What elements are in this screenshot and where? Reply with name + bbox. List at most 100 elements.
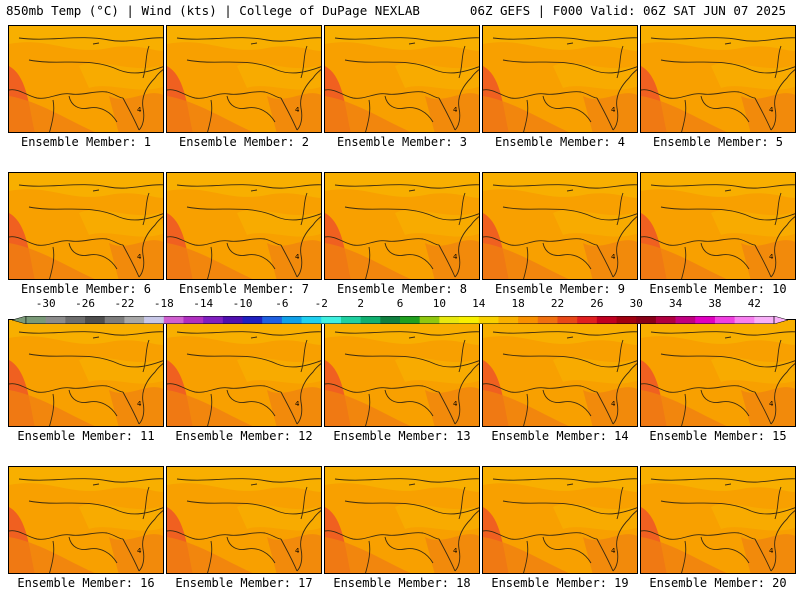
colorbar-left-arrow	[11, 315, 27, 325]
map-panel-member-4: 4	[482, 25, 638, 133]
colorbar-segment	[222, 316, 243, 324]
colorbar-segment	[400, 316, 420, 324]
map-panel-member-12: 4	[166, 319, 322, 427]
colorbar-tick-label: 18	[511, 297, 525, 310]
colorbar-segment	[262, 316, 283, 324]
colorbar-tick-label: -10	[232, 297, 253, 310]
colorbar-tick-label: -30	[35, 297, 56, 310]
svg-text:4: 4	[453, 400, 458, 408]
colorbar-tick-label: -26	[75, 297, 95, 310]
ensemble-member-label: Ensemble Member: 14	[491, 429, 629, 443]
svg-text:4: 4	[453, 547, 458, 555]
colorbar-segment	[478, 316, 499, 324]
svg-text:4: 4	[137, 106, 142, 114]
colorbar-segment	[655, 316, 676, 324]
colorbar-segment	[163, 316, 184, 324]
ensemble-member-label: Ensemble Member: 8	[336, 282, 468, 296]
colorbar-segment	[616, 316, 637, 324]
colorbar-tick-label: 2	[357, 297, 364, 310]
map-panel-member-7: 4	[166, 172, 322, 280]
ensemble-member-label: Ensemble Member: 17	[175, 576, 313, 590]
map-panel-member-10: 4	[640, 172, 796, 280]
colorbar-segment	[340, 316, 361, 324]
map-panel-member-11: 4	[8, 319, 164, 427]
colorbar-segment	[203, 316, 224, 324]
colorbar-segment	[675, 316, 696, 324]
colorbar-tick-label: 26	[590, 297, 604, 310]
colorbar-segment	[754, 316, 775, 324]
map-panel-member-20: 4	[640, 466, 796, 574]
colorbar-tick-label: 30	[629, 297, 643, 310]
ensemble-member-label: Ensemble Member: 1	[20, 135, 152, 149]
svg-text:4: 4	[453, 253, 458, 261]
map-panel-member-14: 4	[482, 319, 638, 427]
svg-text:4: 4	[137, 400, 142, 408]
colorbar-tick-label: 34	[668, 297, 683, 310]
svg-text:4: 4	[769, 547, 774, 555]
svg-text:4: 4	[611, 106, 616, 114]
colorbar-segment	[419, 316, 440, 324]
colorbar-segment	[26, 316, 46, 324]
svg-text:4: 4	[137, 253, 142, 261]
ensemble-member-label: Ensemble Member: 2	[178, 135, 310, 149]
svg-text:4: 4	[295, 547, 300, 555]
colorbar-segment	[45, 316, 66, 324]
colorbar-tick-label: -2	[314, 297, 328, 310]
colorbar-segment	[596, 316, 617, 324]
colorbar-tick-label: 14	[472, 297, 486, 310]
svg-text:4: 4	[137, 547, 142, 555]
svg-text:4: 4	[769, 106, 774, 114]
colorbar-tick-label: 6	[396, 297, 404, 310]
colorbar-segment	[636, 316, 657, 324]
colorbar-segment	[183, 316, 204, 324]
colorbar-segment	[537, 316, 558, 324]
map-panel-member-2: 4	[166, 25, 322, 133]
colorbar-segment	[360, 316, 381, 324]
ensemble-member-label: Ensemble Member: 20	[649, 576, 787, 590]
colorbar-right-arrow	[773, 315, 789, 325]
ensemble-member-label: Ensemble Member: 4	[494, 135, 626, 149]
ensemble-member-label: Ensemble Member: 3	[336, 135, 468, 149]
colorbar-segment	[380, 316, 401, 324]
map-panel-member-1: 4	[8, 25, 164, 133]
colorbar-segment	[242, 316, 263, 324]
svg-text:4: 4	[453, 106, 458, 114]
ensemble-member-label: Ensemble Member: 13	[333, 429, 471, 443]
ensemble-member-label: Ensemble Member: 19	[491, 576, 629, 590]
temperature-colorbar	[11, 309, 789, 325]
svg-text:4: 4	[611, 253, 616, 261]
map-panel-member-16: 4	[8, 466, 164, 574]
svg-text:4: 4	[611, 547, 616, 555]
ensemble-member-label: Ensemble Member: 9	[494, 282, 626, 296]
ensemble-member-label: Ensemble Member: 6	[20, 282, 152, 296]
ensemble-member-label: Ensemble Member: 10	[649, 282, 787, 296]
colorbar-segment	[518, 316, 539, 324]
map-panel-member-13: 4	[324, 319, 480, 427]
ensemble-member-label: Ensemble Member: 16	[17, 576, 155, 590]
colorbar-segment	[144, 316, 165, 324]
colorbar-segment	[65, 316, 86, 324]
colorbar-tick-label: -22	[114, 297, 135, 310]
colorbar-segment	[734, 316, 755, 324]
colorbar-segment	[124, 316, 145, 324]
colorbar-segment	[281, 316, 302, 324]
map-panel-member-19: 4	[482, 466, 638, 574]
ensemble-member-label: Ensemble Member: 7	[178, 282, 310, 296]
colorbar-segment	[695, 316, 716, 324]
colorbar-segment	[498, 316, 519, 324]
map-panel-member-18: 4	[324, 466, 480, 574]
colorbar-segment	[557, 316, 578, 324]
ensemble-member-label: Ensemble Member: 5	[652, 135, 784, 149]
svg-text:4: 4	[611, 400, 616, 408]
colorbar-segment	[104, 316, 125, 324]
svg-text:4: 4	[769, 400, 774, 408]
svg-text:4: 4	[295, 106, 300, 114]
map-panel-member-15: 4	[640, 319, 796, 427]
ensemble-member-label: Ensemble Member: 11	[17, 429, 155, 443]
colorbar-segment	[577, 316, 598, 324]
colorbar-segment	[459, 316, 480, 324]
svg-text:4: 4	[295, 400, 300, 408]
ensemble-member-label: Ensemble Member: 12	[175, 429, 313, 443]
colorbar-tick-label: 38	[708, 297, 722, 310]
map-title: 850mb Temp (°C) | Wind (kts) | College o…	[6, 3, 420, 18]
